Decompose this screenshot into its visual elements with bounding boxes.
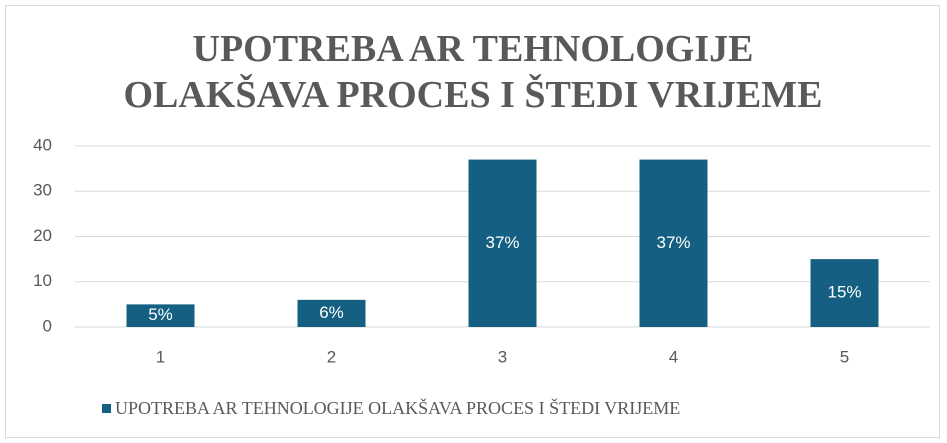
legend-swatch [102,404,111,413]
y-tick-label: 30 [33,181,52,200]
bar [639,159,708,327]
x-tick-label: 3 [498,347,507,366]
x-tick-label: 5 [840,347,849,366]
chart-title: UPOTREBA AR TEHNOLOGIJE OLAKŠAVA PROCES … [123,28,823,116]
bar [297,299,366,327]
data-label: 6% [319,303,344,322]
data-label: 37% [656,233,690,252]
x-tick-label: 2 [327,347,336,366]
bar [126,304,195,327]
bar [810,259,879,327]
chart-border [5,5,940,438]
legend-label: UPOTREBA AR TEHNOLOGIJE OLAKŠAVA PROCES … [115,397,680,418]
data-label: 5% [148,305,173,324]
data-label: 37% [485,233,519,252]
y-tick-label: 10 [33,271,52,290]
x-tick-label: 4 [669,347,678,366]
bar [468,159,537,327]
y-tick-label: 0 [43,316,52,335]
y-tick-label: 20 [33,226,52,245]
data-label: 15% [827,283,861,302]
x-tick-label: 1 [156,347,165,366]
y-tick-label: 40 [33,135,52,154]
